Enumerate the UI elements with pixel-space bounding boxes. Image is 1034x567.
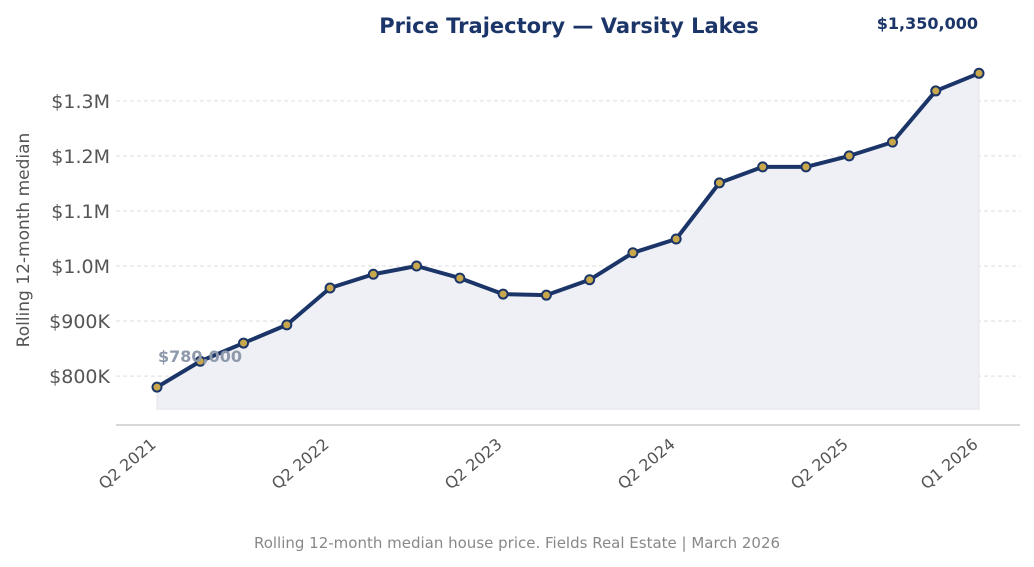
data-point [713,177,725,189]
x-tick-label: Q2 2021 [95,435,160,494]
data-point [411,260,423,272]
data-point [151,381,163,393]
chart-caption: Rolling 12-month median house price. Fie… [253,534,781,552]
data-point [973,67,985,79]
data-point [843,150,855,162]
end-value-label: $1,350,000 [877,14,978,33]
data-point [627,247,639,259]
x-tick-label: Q2 2022 [268,435,333,494]
data-point [454,272,466,284]
x-tick-label: Q2 2024 [614,435,679,494]
data-point [757,161,769,173]
y-tick-label: $900K [49,311,110,333]
start-value-label: $780,000 [158,347,242,366]
chart-title: Price Trajectory — Varsity Lakes [379,14,759,38]
data-point [194,355,206,367]
data-point [324,282,336,294]
data-point [238,337,250,349]
y-tick-label: $1.0M [51,256,110,278]
data-point [584,274,596,286]
data-point [367,268,379,280]
x-tick-label: Q1 2026 [917,435,982,494]
data-point [800,161,812,173]
x-tick-label: Q2 2023 [441,435,506,494]
area-fill [156,72,980,410]
data-point [930,85,942,97]
y-tick-label: $1.2M [51,146,110,168]
y-tick-label: $1.3M [51,91,110,113]
data-point [670,233,682,245]
x-tick-label: Q2 2025 [787,435,852,494]
y-tick-label: $800K [49,366,110,388]
data-point [540,289,552,301]
data-point [497,288,509,300]
y-tick-label: $1.1M [51,201,110,223]
data-point [281,319,293,331]
series-line [155,71,980,389]
data-point [886,136,898,148]
